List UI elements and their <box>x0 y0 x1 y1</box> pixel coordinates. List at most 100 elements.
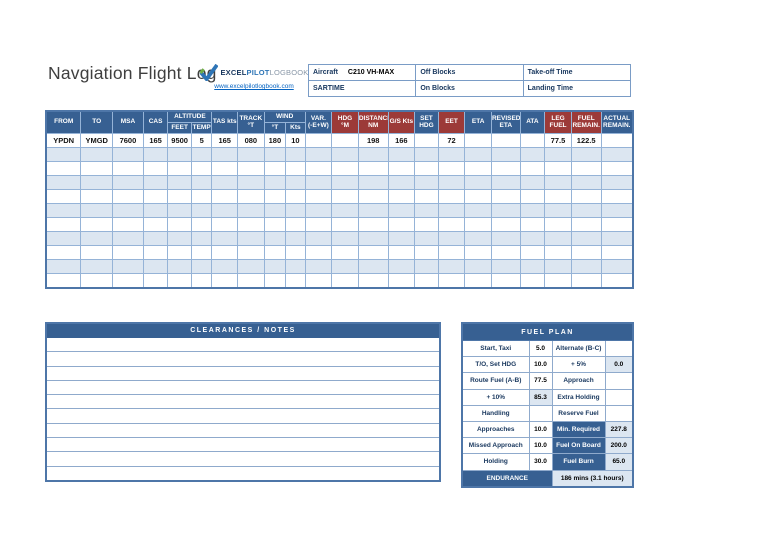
flight-cell[interactable] <box>464 216 492 232</box>
flight-cell[interactable]: 10 <box>285 132 306 148</box>
flight-cell[interactable] <box>45 160 82 176</box>
flight-cell[interactable] <box>519 188 546 204</box>
fuel-value-approach[interactable] <box>604 372 634 390</box>
flight-cell[interactable] <box>357 146 389 162</box>
clearance-line-7[interactable] <box>47 424 439 439</box>
flight-cell[interactable] <box>112 202 144 218</box>
clearance-line-3[interactable] <box>47 367 439 381</box>
flight-cell[interactable] <box>45 244 82 260</box>
flight-cell[interactable] <box>45 174 82 190</box>
flight-cell[interactable] <box>190 244 213 260</box>
flight-cell[interactable] <box>237 146 265 162</box>
flight-cell[interactable] <box>331 132 359 148</box>
flight-cell[interactable] <box>437 202 466 218</box>
flight-cell[interactable] <box>600 146 634 162</box>
flight-cell[interactable] <box>142 146 169 162</box>
flight-cell[interactable] <box>112 146 144 162</box>
flight-cell[interactable] <box>570 160 602 176</box>
flight-cell[interactable] <box>544 202 572 218</box>
flight-cell[interactable] <box>414 216 439 232</box>
flight-cell[interactable] <box>437 258 466 274</box>
flight-cell[interactable]: YMGD <box>80 132 114 148</box>
flight-cell[interactable]: 72 <box>437 132 466 148</box>
flight-cell[interactable] <box>237 202 265 218</box>
flight-cell[interactable] <box>190 216 213 232</box>
flight-cell[interactable] <box>414 146 439 162</box>
flight-cell[interactable] <box>331 216 359 232</box>
flight-cell[interactable] <box>464 132 492 148</box>
flight-cell[interactable] <box>600 160 634 176</box>
flight-cell[interactable] <box>600 188 634 204</box>
flight-cell[interactable] <box>80 202 114 218</box>
flight-cell[interactable] <box>80 258 114 274</box>
flight-cell[interactable] <box>112 272 144 289</box>
flight-cell[interactable] <box>112 174 144 190</box>
clearance-line-8[interactable] <box>47 438 439 453</box>
flight-cell[interactable] <box>211 188 239 204</box>
flight-cell[interactable] <box>414 188 439 204</box>
flight-cell[interactable] <box>142 258 169 274</box>
flight-cell[interactable] <box>387 146 416 162</box>
flight-cell[interactable]: 180 <box>263 132 287 148</box>
flight-cell[interactable] <box>357 258 389 274</box>
flight-cell[interactable] <box>263 202 287 218</box>
flight-cell[interactable]: 122.5 <box>570 132 602 148</box>
fuel-value-route-fuel-a-b[interactable]: 77.5 <box>528 372 553 390</box>
flight-cell[interactable] <box>464 174 492 190</box>
flight-cell[interactable] <box>167 174 192 190</box>
flight-cell[interactable] <box>357 174 389 190</box>
flight-cell[interactable] <box>600 216 634 232</box>
flight-cell[interactable] <box>570 146 602 162</box>
flight-cell[interactable] <box>80 216 114 232</box>
flight-cell[interactable] <box>387 188 416 204</box>
flight-cell[interactable] <box>570 230 602 246</box>
clearance-line-2[interactable] <box>47 352 439 367</box>
flight-cell[interactable] <box>357 216 389 232</box>
flight-cell[interactable] <box>142 272 169 289</box>
flight-cell[interactable] <box>167 146 192 162</box>
flight-cell[interactable] <box>331 188 359 204</box>
flight-cell[interactable] <box>211 258 239 274</box>
flight-cell[interactable] <box>190 174 213 190</box>
flight-cell[interactable] <box>45 230 82 246</box>
flight-cell[interactable] <box>211 146 239 162</box>
flight-cell[interactable] <box>519 258 546 274</box>
flight-cell[interactable] <box>570 202 602 218</box>
flight-cell[interactable] <box>167 202 192 218</box>
flight-cell[interactable] <box>304 216 333 232</box>
flight-cell[interactable] <box>263 230 287 246</box>
flight-cell[interactable] <box>285 146 306 162</box>
flight-cell[interactable] <box>45 216 82 232</box>
flight-cell[interactable] <box>331 160 359 176</box>
flight-cell[interactable] <box>331 174 359 190</box>
flight-cell[interactable] <box>167 230 192 246</box>
flight-cell[interactable] <box>387 160 416 176</box>
flight-cell[interactable] <box>237 272 265 289</box>
flight-cell[interactable] <box>387 174 416 190</box>
flight-cell[interactable] <box>519 160 546 176</box>
flight-cell[interactable] <box>331 272 359 289</box>
fuel-value-reserve-fuel[interactable] <box>604 404 634 422</box>
flight-cell[interactable] <box>357 160 389 176</box>
flight-cell[interactable] <box>331 244 359 260</box>
flight-cell[interactable]: 5 <box>190 132 213 148</box>
flight-cell[interactable] <box>112 160 144 176</box>
flight-cell[interactable] <box>112 188 144 204</box>
flight-cell[interactable] <box>600 132 634 148</box>
flight-cell[interactable] <box>519 272 546 289</box>
flight-cell[interactable] <box>464 272 492 289</box>
flight-cell[interactable] <box>190 202 213 218</box>
flight-cell[interactable] <box>490 216 521 232</box>
flight-cell[interactable]: 166 <box>387 132 416 148</box>
flight-cell[interactable] <box>387 202 416 218</box>
flight-cell[interactable] <box>490 244 521 260</box>
flight-cell[interactable]: YPDN <box>45 132 82 148</box>
flight-cell[interactable] <box>263 272 287 289</box>
flight-cell[interactable] <box>304 272 333 289</box>
fuel-value-t-o-set-hdg[interactable]: 10.0 <box>528 356 553 374</box>
flight-cell[interactable] <box>80 174 114 190</box>
flight-cell[interactable] <box>80 244 114 260</box>
flight-cell[interactable] <box>414 230 439 246</box>
flight-cell[interactable]: 198 <box>357 132 389 148</box>
flight-cell[interactable] <box>211 230 239 246</box>
